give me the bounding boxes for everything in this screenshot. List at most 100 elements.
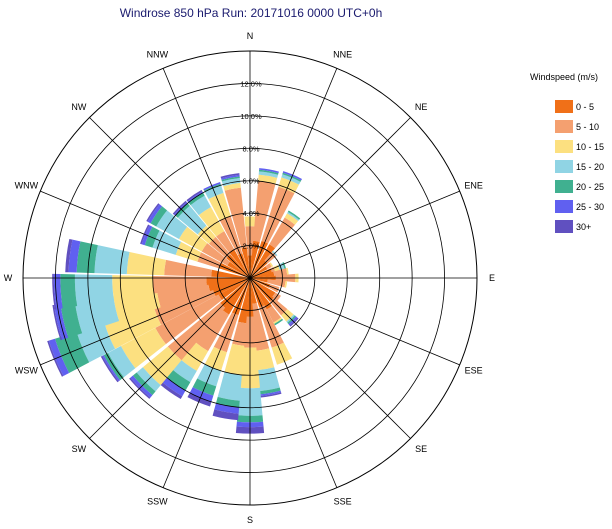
sector-segment [147, 204, 163, 224]
sector-segment [188, 192, 205, 206]
legend-swatch [555, 120, 573, 133]
sector-segment [258, 169, 279, 175]
sector-segment [267, 279, 286, 288]
direction-label-nnw: NNW [147, 49, 169, 59]
spoke [249, 277, 411, 439]
sector-segment [76, 241, 98, 274]
sector-segment [222, 278, 250, 315]
sector-segment [180, 342, 209, 371]
sector-segment [250, 278, 265, 308]
sector-segment [258, 171, 279, 178]
sector-segment [287, 210, 301, 220]
legend: Windspeed (m/s) 0 - 5 5 - 10 10 - 15 15 - 2… [530, 72, 604, 233]
spoke [249, 68, 338, 279]
direction-label-ese: ESE [465, 366, 483, 376]
sector-ssw-18 [187, 278, 250, 407]
ring-label: 8.0% [242, 144, 259, 153]
sector-segment [269, 217, 296, 249]
sector-segment [54, 332, 90, 373]
sector-nnw-31 [220, 173, 250, 278]
sector-segment [208, 192, 231, 221]
ring-label: 10.0% [240, 112, 262, 121]
chart-title: Windrose 850 hPa Run: 20171016 0000 UTC+… [120, 6, 383, 20]
sector-segment [218, 278, 250, 301]
sector-segment [250, 278, 273, 310]
spoke [162, 277, 251, 488]
sector-segment [259, 387, 281, 395]
ring-label: 12.0% [240, 79, 262, 88]
sector-segment [258, 174, 278, 185]
sector-segment [155, 294, 222, 345]
sector-segment [274, 318, 284, 326]
spoke [89, 277, 251, 439]
spoke [249, 277, 338, 488]
sector-segment [257, 367, 280, 392]
sector-segment [198, 206, 225, 237]
sector-segment [271, 342, 293, 365]
sector-segment [172, 359, 197, 383]
direction-label-se: SE [415, 444, 427, 454]
sector-segment [250, 240, 269, 278]
sector-segment [227, 261, 250, 278]
sector-segment [237, 253, 250, 278]
sector-segment [221, 174, 240, 180]
sector-segment [221, 177, 241, 187]
sector-segment [152, 275, 207, 294]
spoke [40, 277, 251, 366]
legend-label: 30+ [576, 222, 591, 232]
sector-segment [74, 274, 114, 306]
sector-segment [214, 403, 240, 414]
sector-s-17 [212, 278, 250, 421]
sector-segment [190, 195, 211, 216]
legend-label: 20 - 25 [576, 182, 604, 192]
sector-segment [159, 382, 183, 400]
sector-segment [146, 203, 160, 222]
sector-segment [213, 312, 239, 353]
sector-segment [250, 244, 276, 278]
sector-e-9 [250, 278, 288, 288]
direction-label-sw: SW [72, 444, 87, 454]
sector-segment [223, 182, 241, 191]
sector-nw-29 [186, 189, 250, 278]
direction-label-wsw: WSW [15, 366, 38, 376]
sector-segment [52, 304, 63, 341]
direction-label-ene: ENE [464, 180, 483, 190]
sector-segment [284, 213, 299, 225]
spoke [249, 190, 460, 279]
sector-segment [252, 303, 270, 351]
sector-n-1 [250, 168, 279, 278]
legend-label: 15 - 20 [576, 162, 604, 172]
sector-segment [53, 273, 63, 310]
legend-label: 25 - 30 [576, 202, 604, 212]
sector-segment [229, 249, 250, 278]
sector-segment [273, 268, 288, 276]
sector-ssw-19 [159, 278, 250, 400]
sector-segment [162, 377, 186, 397]
sector-segment [54, 303, 69, 340]
legend-label: 10 - 15 [576, 142, 604, 152]
sector-segment [259, 392, 282, 398]
direction-label-nw: NW [71, 102, 86, 112]
legend-swatch [555, 180, 573, 193]
direction-label-wnw: WNW [15, 180, 39, 190]
sector-segment [250, 266, 268, 278]
legend-swatch [555, 160, 573, 173]
sector-se-13 [250, 278, 284, 326]
ring-labels: 2.0% 4.0% 6.0% 8.0% 10.0% 12.0% [240, 79, 262, 250]
sector-segment [108, 346, 136, 378]
sector-segment [52, 273, 57, 310]
sector-segment [256, 348, 275, 371]
sector-segment [259, 390, 282, 396]
direction-label-sse: SSE [334, 497, 352, 507]
sector-sw-21 [100, 278, 250, 383]
sector-wsw-23 [52, 278, 250, 341]
sector-segment [238, 278, 250, 324]
sector-segment [284, 280, 288, 288]
polar-grid [22, 50, 478, 506]
sector-segment [253, 181, 276, 243]
legend-swatch [555, 140, 573, 153]
sector-segment [224, 187, 247, 249]
legend-swatch [555, 220, 573, 233]
sector-segment [220, 173, 240, 179]
